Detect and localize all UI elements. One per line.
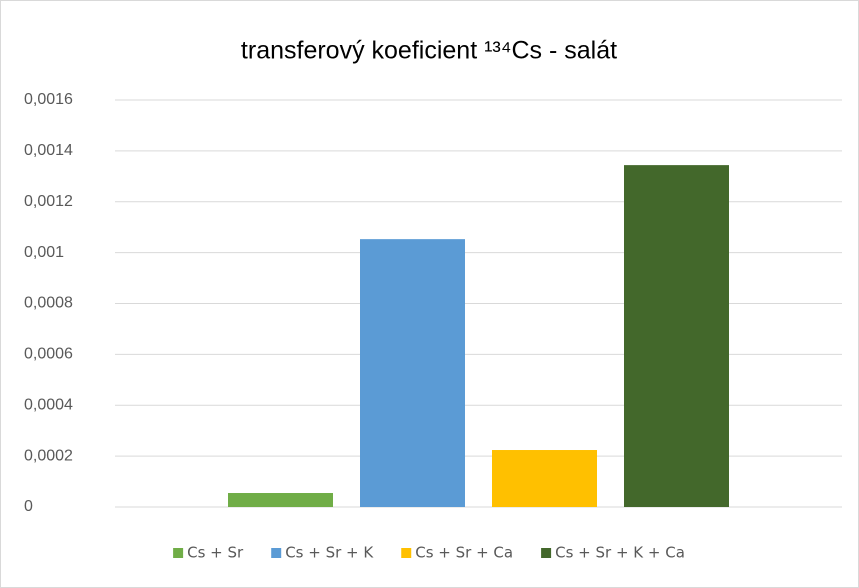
bar [624,165,729,507]
bar [492,450,597,507]
y-tick-label: 0,0016 [24,91,73,108]
y-tick-label: 0,0002 [24,447,73,464]
y-tick-label: 0,0012 [24,193,73,210]
legend-swatch [541,548,552,558]
legend-label: Cs + Sr + K + Ca [555,544,685,562]
y-tick-label: 0,0008 [24,295,73,312]
legend-label: Cs + Sr + K [285,544,374,562]
legend-label: Cs + Sr [187,544,244,562]
bar [360,239,465,507]
bar [228,493,333,507]
y-tick-label: 0,0006 [24,346,73,363]
y-tick-label: 0,001 [24,244,64,261]
legend-label: Cs + Sr + Ca [415,544,513,562]
chart-title: transferový koeficient ¹³⁴Cs - salát [241,37,617,65]
y-tick-label: 0,0014 [24,142,73,159]
legend-swatch [173,548,184,558]
legend-swatch [401,548,412,558]
legend-swatch [271,548,282,558]
y-tick-label: 0 [24,498,33,515]
y-tick-label: 0,0004 [24,396,73,413]
